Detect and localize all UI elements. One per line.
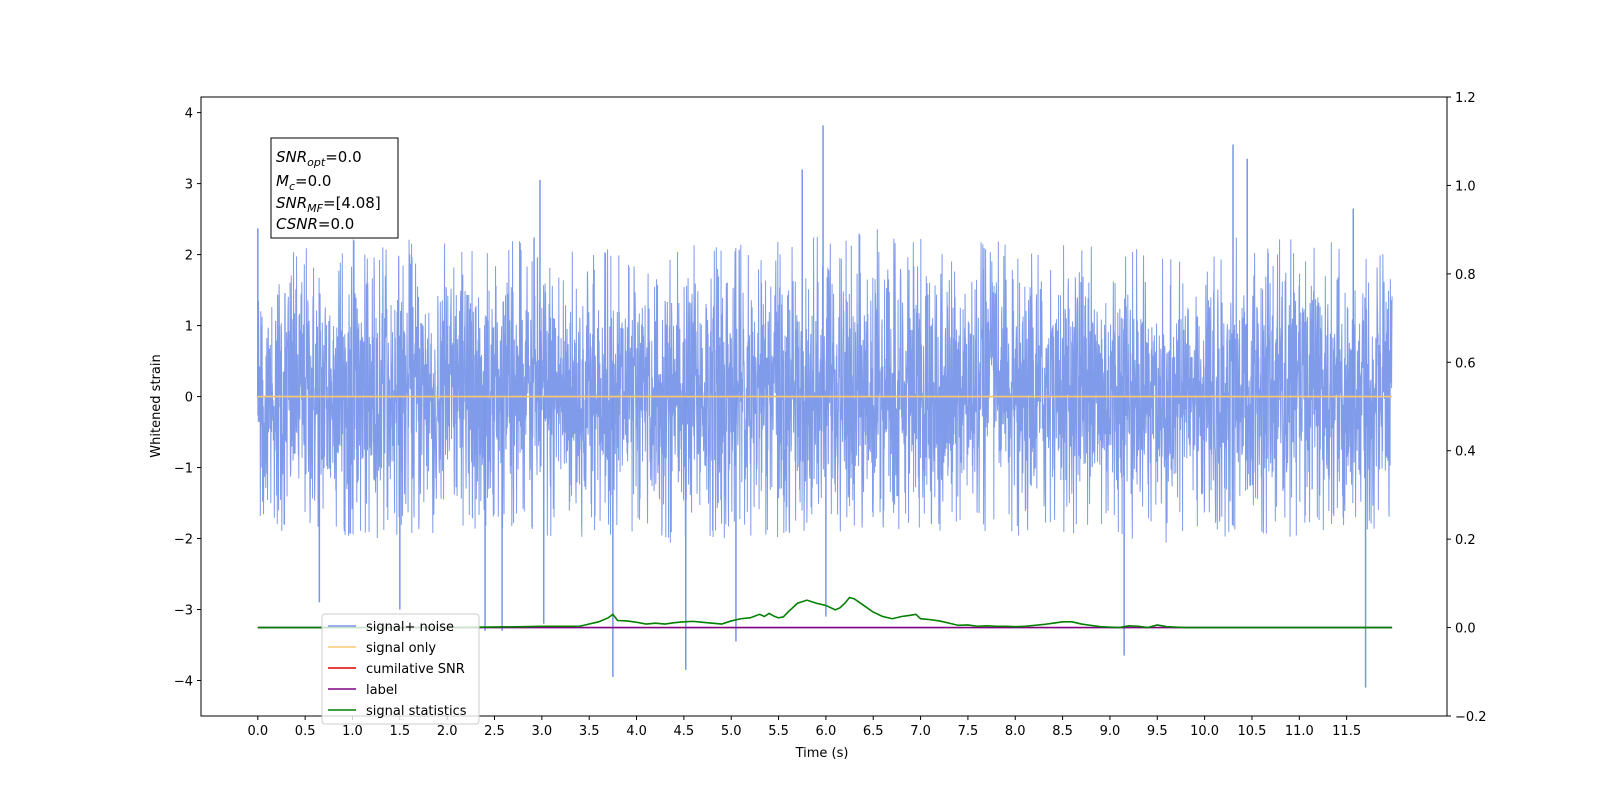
x-tick-label: 8.0 xyxy=(1005,724,1026,739)
series-signal-noise-line xyxy=(257,229,1393,543)
y2-tick-label: 0.8 xyxy=(1455,268,1476,283)
x-tick-label: 9.5 xyxy=(1147,724,1168,739)
x-tick-label: 3.5 xyxy=(579,724,600,739)
y2-tick-label: 0.0 xyxy=(1455,622,1476,637)
y-axis-label: Whitened strain xyxy=(149,354,164,457)
y-axis-left: −4 −3 −2 −1 0 1 2 3 4 xyxy=(174,107,201,690)
legend: signal+ noise signal only cumilative SNR la… xyxy=(321,613,480,725)
y-tick-label: −4 xyxy=(174,675,193,690)
legend-label: signal statistics xyxy=(366,704,467,719)
x-tick-label: 11.0 xyxy=(1285,724,1314,739)
x-tick-label: 1.5 xyxy=(389,724,410,739)
y-tick-label: −1 xyxy=(174,462,193,477)
y-tick-label: 0 xyxy=(185,391,193,406)
x-tick-label: 5.0 xyxy=(721,724,742,739)
x-tick-label: 6.5 xyxy=(863,724,884,739)
x-tick-label: 4.5 xyxy=(674,724,695,739)
x-tick-label: 8.5 xyxy=(1052,724,1073,739)
annotation-frame xyxy=(270,137,399,239)
y2-tick-label: 0.4 xyxy=(1455,445,1476,460)
legend-label: label xyxy=(366,683,397,698)
x-tick-label: 0.5 xyxy=(295,724,316,739)
x-tick-label: 0.0 xyxy=(247,724,268,739)
legend-label: cumilative SNR xyxy=(366,662,465,677)
x-tick-label: 2.5 xyxy=(484,724,505,739)
y-tick-label: −3 xyxy=(174,604,193,619)
x-tick-label: 2.0 xyxy=(437,724,458,739)
y2-tick-label: 0.2 xyxy=(1455,533,1476,548)
y2-tick-label: 0.6 xyxy=(1455,356,1476,371)
x-tick-label: 6.0 xyxy=(816,724,837,739)
x-tick-label: 7.0 xyxy=(910,724,931,739)
legend-label: signal only xyxy=(366,641,436,656)
y2-tick-label: 1.2 xyxy=(1455,91,1476,106)
annotation-line: CSNR=0.0 xyxy=(276,215,354,233)
x-tick-label: 11.5 xyxy=(1332,724,1361,739)
y2-tick-label: −0.2 xyxy=(1455,710,1487,725)
y-tick-label: 2 xyxy=(185,249,193,264)
y-axis-right: −0.2 0.0 0.2 0.4 0.6 0.8 1.0 1.2 xyxy=(1447,91,1487,725)
annotation-line: SNRMF=[4.08] xyxy=(276,194,381,215)
x-tick-label: 5.5 xyxy=(768,724,789,739)
y-tick-label: 1 xyxy=(185,320,193,335)
axes-frame xyxy=(200,96,1448,717)
x-axis-label: Time (s) xyxy=(795,746,849,761)
x-tick-label: 9.0 xyxy=(1100,724,1121,739)
series-signal-statistics-line xyxy=(257,596,1393,629)
x-tick-label: 4.0 xyxy=(626,724,647,739)
x-tick-label: 1.0 xyxy=(342,724,363,739)
annotation-line: SNRopt=0.0 xyxy=(276,148,362,169)
y-tick-label: 3 xyxy=(185,178,193,193)
x-tick-label: 10.5 xyxy=(1237,724,1266,739)
y-tick-label: 4 xyxy=(185,107,193,122)
x-tick-label: 3.0 xyxy=(532,724,553,739)
x-axis: 0.0 0.5 1.0 1.5 2.0 2.5 3.0 3.5 4.0 4.5 5.0 5.5 6.0 6… xyxy=(247,716,1361,739)
x-tick-label: 10.0 xyxy=(1190,724,1219,739)
x-tick-label: 7.5 xyxy=(958,724,979,739)
legend-label: signal+ noise xyxy=(366,620,454,635)
annotation-line: Mc=0.0 xyxy=(276,172,331,193)
y2-tick-label: 1.0 xyxy=(1455,179,1476,194)
y-tick-label: −2 xyxy=(174,533,193,548)
legend-frame xyxy=(321,613,480,725)
